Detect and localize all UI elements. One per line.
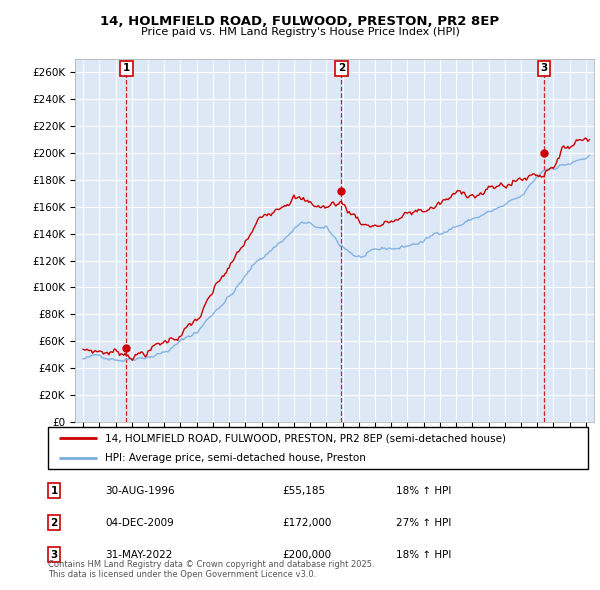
Text: HPI: Average price, semi-detached house, Preston: HPI: Average price, semi-detached house,… bbox=[104, 453, 365, 463]
Text: £172,000: £172,000 bbox=[282, 518, 331, 527]
Text: 14, HOLMFIELD ROAD, FULWOOD, PRESTON, PR2 8EP: 14, HOLMFIELD ROAD, FULWOOD, PRESTON, PR… bbox=[100, 15, 500, 28]
Text: 3: 3 bbox=[50, 550, 58, 559]
Text: 3: 3 bbox=[541, 63, 548, 73]
Text: 18% ↑ HPI: 18% ↑ HPI bbox=[396, 486, 451, 496]
Text: 1: 1 bbox=[123, 63, 130, 73]
Text: 1: 1 bbox=[50, 486, 58, 496]
Text: 04-DEC-2009: 04-DEC-2009 bbox=[105, 518, 174, 527]
Text: £55,185: £55,185 bbox=[282, 486, 325, 496]
Text: 27% ↑ HPI: 27% ↑ HPI bbox=[396, 518, 451, 527]
Text: Price paid vs. HM Land Registry's House Price Index (HPI): Price paid vs. HM Land Registry's House … bbox=[140, 27, 460, 37]
Text: 2: 2 bbox=[338, 63, 345, 73]
FancyBboxPatch shape bbox=[48, 427, 588, 469]
Text: 14, HOLMFIELD ROAD, FULWOOD, PRESTON, PR2 8EP (semi-detached house): 14, HOLMFIELD ROAD, FULWOOD, PRESTON, PR… bbox=[104, 433, 506, 443]
Text: 2: 2 bbox=[50, 518, 58, 527]
Text: 18% ↑ HPI: 18% ↑ HPI bbox=[396, 550, 451, 559]
Text: 30-AUG-1996: 30-AUG-1996 bbox=[105, 486, 175, 496]
Text: 31-MAY-2022: 31-MAY-2022 bbox=[105, 550, 172, 559]
Text: £200,000: £200,000 bbox=[282, 550, 331, 559]
Text: Contains HM Land Registry data © Crown copyright and database right 2025.
This d: Contains HM Land Registry data © Crown c… bbox=[48, 560, 374, 579]
